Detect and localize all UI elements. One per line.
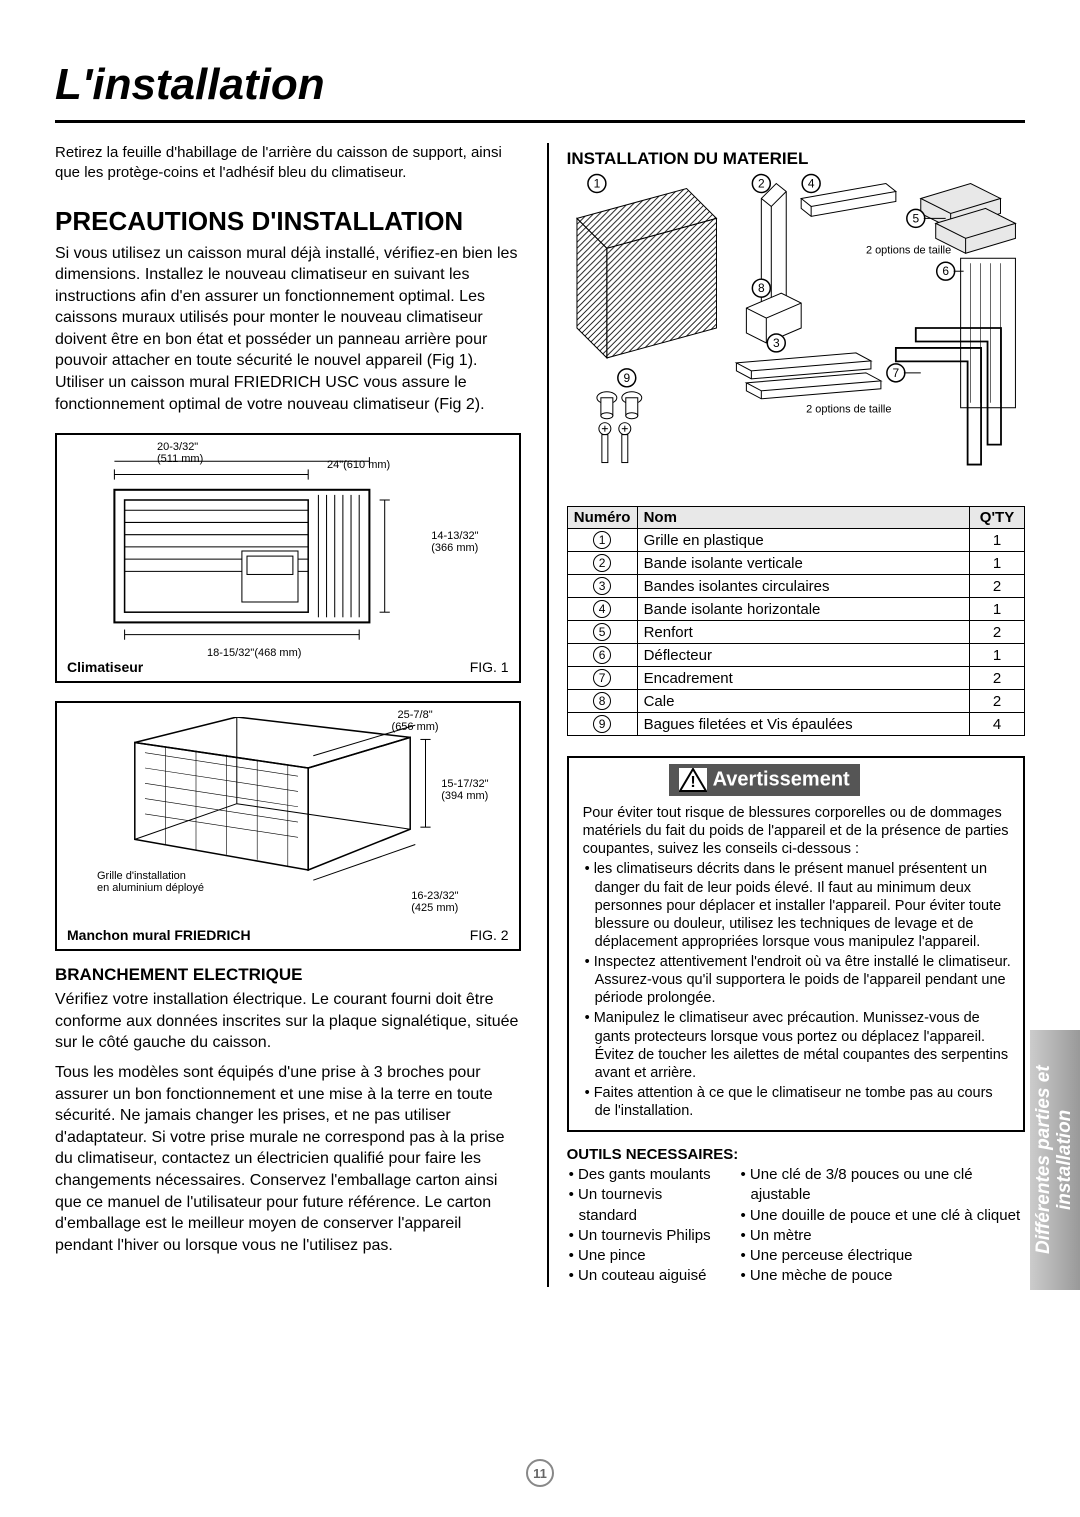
rule — [55, 120, 1025, 123]
figure-1: 20-3/32"(511 mm) 24"(610 mm) 14-13/32"(3… — [55, 433, 521, 683]
warning-item: Inspectez attentivement l'endroit où va … — [583, 953, 1011, 1007]
table-row: 3Bandes isolantes circulaires2 — [567, 575, 1024, 598]
tools-right-list: Une clé de 3/8 pouces ou une clé ajustab… — [739, 1165, 1026, 1287]
electrical-heading: BRANCHEMENT ELECTRIQUE — [55, 965, 521, 985]
tool-item: Un mètre — [739, 1226, 1026, 1246]
warning-intro: Pour éviter tout risque de blessures cor… — [583, 804, 1011, 858]
dim-top-right: 24"(610 mm) — [327, 459, 390, 471]
svg-text:1: 1 — [593, 177, 600, 191]
svg-text:9: 9 — [623, 371, 630, 385]
page-title: L'installation — [55, 60, 1025, 110]
warning-box: ! Avertissement Pour éviter tout risque … — [567, 756, 1025, 1132]
tool-item: Des gants moulants — [567, 1165, 719, 1185]
table-row: 1Grille en plastique1 — [567, 529, 1024, 552]
dim-bottom-2: 16-23/32"(425 mm) — [411, 890, 458, 914]
tool-item: Une douille de pouce et une clé à clique… — [739, 1206, 1026, 1226]
precautions-heading: PRECAUTIONS D'INSTALLATION — [55, 206, 521, 237]
warning-item: les climatiseurs décrits dans le présent… — [583, 860, 1011, 951]
grille-note: Grille d'installationen aluminium déploy… — [97, 870, 204, 894]
tools-heading: OUTILS NECESSAIRES: — [567, 1146, 1025, 1163]
warning-triangle-icon: ! — [679, 768, 707, 792]
tool-item: Une clé de 3/8 pouces ou une clé ajustab… — [739, 1165, 1026, 1206]
tools-section: OUTILS NECESSAIRES: Des gants moulantsUn… — [567, 1146, 1025, 1287]
hardware-heading: INSTALLATION DU MATERIEL — [567, 149, 1025, 169]
warning-header: ! Avertissement — [669, 764, 860, 796]
figure-2: 25-7/8"(656 mm) 15-17/32"(394 mm) 16-23/… — [55, 701, 521, 951]
page-number: 11 — [526, 1459, 554, 1487]
svg-text:5: 5 — [912, 211, 919, 225]
svg-text:7: 7 — [892, 366, 899, 380]
tool-item: Une perceuse électrique — [739, 1246, 1026, 1266]
svg-text:4: 4 — [807, 177, 814, 191]
fig1-caption: FIG. 1 — [470, 659, 509, 675]
tool-item: Une mèche de pouce — [739, 1266, 1026, 1286]
parts-table: Numéro Nom Q'TY 1Grille en plastique12Ba… — [567, 506, 1025, 736]
table-row: 2Bande isolante verticale1 — [567, 552, 1024, 575]
fig2-caption: FIG. 2 — [470, 927, 509, 943]
table-row: 7Encadrement2 — [567, 667, 1024, 690]
tool-item: Un couteau aiguisé — [567, 1266, 719, 1286]
dim-top-left: 20-3/32"(511 mm) — [157, 441, 203, 465]
table-row: 9Bagues filetées et Vis épaulées4 — [567, 713, 1024, 736]
side-tab: Différentes parties etinstallation — [1030, 1030, 1080, 1290]
dim-right-2: 15-17/32"(394 mm) — [441, 778, 488, 802]
hardware-parts-diagram: 1 2 4 — [567, 173, 1025, 493]
tools-left-list: Des gants moulantsUn tournevis standardU… — [567, 1165, 719, 1287]
th-qty: Q'TY — [970, 507, 1025, 529]
svg-text:6: 6 — [942, 264, 949, 278]
intro-text: Retirez la feuille d'habillage de l'arri… — [55, 143, 521, 184]
svg-text:3: 3 — [773, 336, 780, 350]
table-row: 6Déflecteur1 — [567, 644, 1024, 667]
th-num: Numéro — [567, 507, 637, 529]
svg-text:8: 8 — [758, 281, 765, 295]
warning-item: Manipulez le climatiseur avec précaution… — [583, 1009, 1011, 1082]
svg-text:!: ! — [690, 774, 695, 791]
warning-item: Faites attention à ce que le climatiseur… — [583, 1084, 1011, 1120]
precautions-text: Si vous utilisez un caisson mural déjà i… — [55, 243, 521, 416]
dim-right: 14-13/32"(366 mm) — [431, 530, 478, 554]
electrical-p2: Tous les modèles sont équipés d'une pris… — [55, 1062, 521, 1256]
dim-bottom: 18-15/32"(468 mm) — [207, 647, 301, 659]
size-note-1: 2 options de taille — [866, 244, 951, 256]
tool-item: Un tournevis standard — [567, 1185, 719, 1226]
svg-text:2: 2 — [758, 177, 765, 191]
size-note-2: 2 options de taille — [806, 404, 891, 416]
table-row: 8Cale2 — [567, 690, 1024, 713]
tool-item: Un tournevis Philips — [567, 1226, 719, 1246]
electrical-p1: Vérifiez votre installation électrique. … — [55, 989, 521, 1054]
dim-top: 25-7/8"(656 mm) — [392, 709, 439, 733]
tool-item: Une pince — [567, 1246, 719, 1266]
fig1-label: Climatiseur — [67, 659, 143, 675]
fig2-label: Manchon mural FRIEDRICH — [67, 927, 251, 943]
warning-list: les climatiseurs décrits dans le présent… — [583, 860, 1011, 1120]
table-row: 5Renfort2 — [567, 621, 1024, 644]
table-row: 4Bande isolante horizontale1 — [567, 598, 1024, 621]
th-name: Nom — [637, 507, 969, 529]
